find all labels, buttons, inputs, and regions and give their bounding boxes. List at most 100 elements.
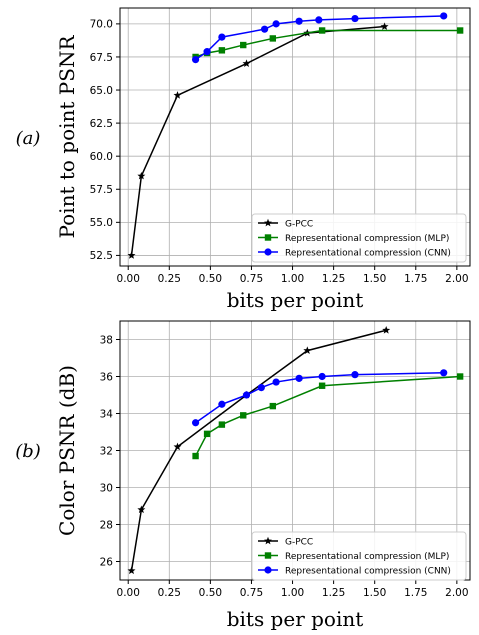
data-point (351, 14, 359, 23)
data-point (272, 378, 280, 386)
x-tick-label: 0.50 (199, 587, 222, 599)
data-point (203, 48, 211, 56)
legend-marker (264, 218, 272, 227)
data-point (380, 22, 389, 30)
x-tick-label: 0.25 (158, 273, 181, 285)
x-tick-label: 1.50 (363, 273, 386, 285)
x-axis-label: bits per point (227, 607, 364, 631)
data-point (303, 346, 312, 354)
panel-label: (b) (15, 441, 41, 462)
data-point (137, 171, 146, 180)
legend-label: Representational compression (CNN) (285, 566, 451, 576)
x-tick-label: 1.75 (404, 273, 427, 285)
y-tick-label: 28 (100, 519, 113, 531)
data-point (218, 421, 226, 428)
y-tick-label: 70.0 (90, 19, 113, 31)
data-point (203, 430, 211, 438)
data-point (192, 452, 199, 460)
legend-marker (264, 234, 272, 241)
data-point (272, 20, 280, 28)
plot-frame (119, 7, 471, 267)
y-axis-label: Color PSNR (dB) (55, 365, 79, 536)
data-point (269, 35, 277, 42)
x-tick-label: 1.00 (281, 273, 304, 285)
y-tick-label: 34 (100, 408, 114, 420)
x-tick-label: 1.25 (322, 587, 345, 599)
legend-box (251, 531, 467, 581)
x-tick-label: 2.00 (445, 587, 468, 599)
x-tick-label: 0.00 (117, 587, 140, 599)
x-tick-label: 1.25 (322, 273, 345, 285)
data-point (127, 251, 136, 259)
data-point (127, 566, 136, 575)
y-tick-label: 30 (100, 482, 113, 494)
data-point (318, 372, 326, 381)
legend-label: G-PCC (285, 537, 313, 547)
x-tick-label: 0.75 (240, 273, 263, 285)
data-point (315, 16, 323, 24)
data-point (191, 56, 200, 64)
x-tick-label: 0.50 (199, 273, 222, 285)
chart-panel-a: 0.00 0.25 0.50 0.75 1.00 1.25 1.50 1.75 2.00 52.5… (16, 7, 471, 312)
x-tick-label: 0.25 (158, 587, 181, 599)
x-tick-label: 0.00 (117, 273, 140, 285)
y-tick-label: 65.0 (90, 85, 113, 97)
legend-label: Representational compression (MLP) (285, 552, 449, 562)
data-point (173, 91, 182, 99)
y-tick-label: 26 (100, 556, 114, 568)
series-circle (191, 369, 448, 427)
data-point (261, 25, 269, 33)
series-square (192, 373, 464, 460)
legend-label: Representational compression (MLP) (285, 234, 449, 244)
x-tick-label: 1.00 (281, 587, 304, 599)
legend-marker (264, 566, 272, 574)
y-tick-label: 60.0 (90, 151, 113, 163)
data-point (440, 369, 448, 377)
data-point (269, 402, 277, 410)
data-point (382, 326, 391, 334)
data-point (318, 382, 326, 389)
y-tick-label: 32 (100, 445, 113, 457)
data-point (242, 59, 251, 67)
y-tick-label: 36 (100, 371, 114, 383)
data-point (218, 33, 226, 41)
x-tick-label: 0.75 (240, 587, 263, 599)
data-point (137, 505, 146, 514)
y-tick-label: 62.5 (90, 118, 113, 130)
chart-panel-b: 0.00 0.25 0.50 0.75 1.00 1.25 1.50 1.75 2.00 26 28… (15, 320, 471, 631)
data-point (240, 412, 247, 419)
legend-marker (264, 248, 272, 256)
data-point (456, 27, 464, 34)
x-tick-label: 2.00 (445, 273, 468, 285)
panel-label: (a) (16, 128, 41, 149)
data-point (173, 442, 182, 451)
legend-label: Representational compression (CNN) (285, 248, 451, 258)
data-point (242, 391, 251, 399)
series-square (192, 27, 464, 61)
legend-marker (264, 536, 272, 545)
data-point (218, 47, 226, 54)
x-tick-label: 1.75 (404, 587, 427, 599)
legend: G-PCC Representational compression (MLP) R… (251, 213, 467, 263)
grid (120, 8, 470, 266)
legend-label: G-PCC (285, 219, 313, 229)
y-tick-label: 57.5 (90, 184, 113, 196)
data-point (456, 373, 464, 380)
y-axis-label: Point to point PSNR (55, 35, 79, 239)
data-point (257, 384, 265, 392)
y-tick-label: 38 (100, 334, 113, 346)
data-point (440, 12, 448, 20)
data-point (351, 371, 359, 379)
data-point (191, 419, 200, 427)
legend-box (251, 213, 467, 263)
data-point (318, 27, 326, 34)
legend: G-PCC Representational compression (MLP) R… (251, 531, 467, 581)
x-tick-label: 1.50 (363, 587, 386, 599)
data-point (295, 374, 303, 382)
x-axis-label: bits per point (227, 288, 364, 312)
y-tick-label: 52.5 (90, 250, 113, 262)
y-tick-label: 67.5 (90, 52, 113, 64)
series-line (194, 375, 461, 457)
data-point (218, 400, 226, 408)
